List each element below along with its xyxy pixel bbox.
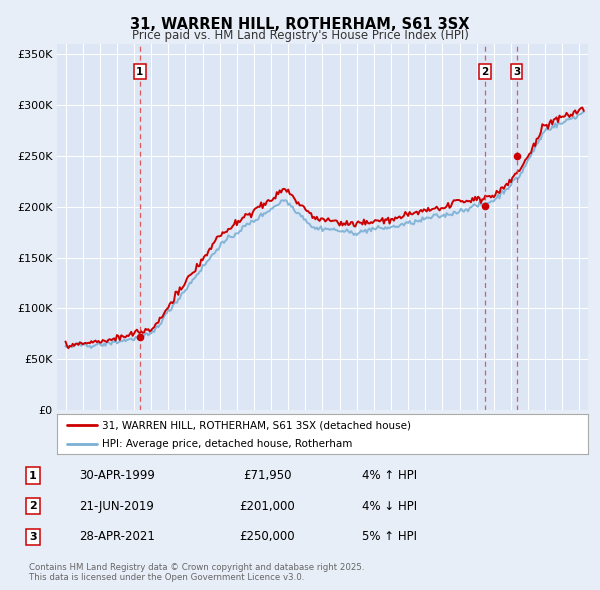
Text: 2: 2 bbox=[481, 67, 488, 77]
Text: 3: 3 bbox=[513, 67, 520, 77]
Text: 30-APR-1999: 30-APR-1999 bbox=[79, 469, 155, 482]
Text: £201,000: £201,000 bbox=[239, 500, 295, 513]
Text: 4% ↑ HPI: 4% ↑ HPI bbox=[362, 469, 418, 482]
Text: Price paid vs. HM Land Registry's House Price Index (HPI): Price paid vs. HM Land Registry's House … bbox=[131, 29, 469, 42]
Text: 3: 3 bbox=[29, 532, 37, 542]
Text: £250,000: £250,000 bbox=[239, 530, 295, 543]
Text: 28-APR-2021: 28-APR-2021 bbox=[79, 530, 155, 543]
Text: 21-JUN-2019: 21-JUN-2019 bbox=[80, 500, 154, 513]
Text: 5% ↑ HPI: 5% ↑ HPI bbox=[362, 530, 418, 543]
Text: £71,950: £71,950 bbox=[243, 469, 291, 482]
Text: 2: 2 bbox=[29, 502, 37, 511]
Text: 31, WARREN HILL, ROTHERHAM, S61 3SX (detached house): 31, WARREN HILL, ROTHERHAM, S61 3SX (det… bbox=[102, 421, 411, 431]
Text: 1: 1 bbox=[29, 471, 37, 480]
Text: HPI: Average price, detached house, Rotherham: HPI: Average price, detached house, Roth… bbox=[102, 440, 353, 449]
Text: 4% ↓ HPI: 4% ↓ HPI bbox=[362, 500, 418, 513]
Text: Contains HM Land Registry data © Crown copyright and database right 2025.
This d: Contains HM Land Registry data © Crown c… bbox=[29, 563, 364, 582]
Text: 1: 1 bbox=[136, 67, 143, 77]
Text: 31, WARREN HILL, ROTHERHAM, S61 3SX: 31, WARREN HILL, ROTHERHAM, S61 3SX bbox=[130, 17, 470, 32]
